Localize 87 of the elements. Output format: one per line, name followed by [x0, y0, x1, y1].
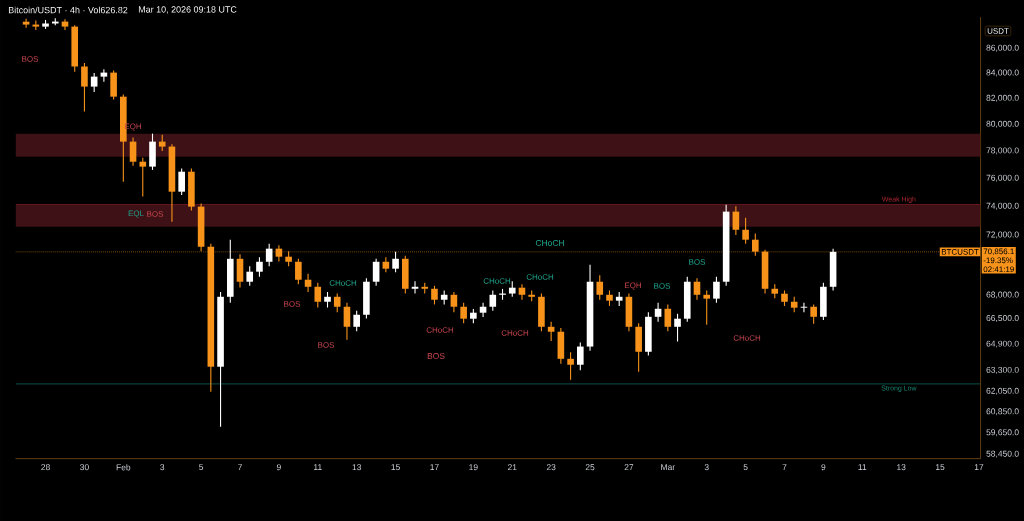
x-tick-label: 3: [704, 464, 709, 471]
x-tick-label: 15: [935, 464, 945, 471]
candlestick: [489, 289, 497, 312]
candlestick: [713, 276, 720, 304]
candlestick: [606, 289, 613, 307]
candlestick: [324, 291, 331, 309]
candlestick: [528, 289, 535, 302]
candlestick: [683, 276, 691, 323]
candlestick: [431, 285, 438, 305]
x-tick-label: 28: [41, 464, 50, 471]
annotation: CHoCH: [535, 240, 564, 246]
candlestick: [392, 251, 399, 273]
x-tick-label: 9: [821, 464, 826, 471]
chart-subtitle: Mar 10, 2026 09:18 UTC: [138, 6, 237, 14]
candlestick: [178, 168, 185, 196]
candlestick: [226, 239, 234, 304]
candlestick: [421, 282, 429, 295]
candlestick: [742, 217, 749, 245]
candlestick: [567, 351, 574, 381]
y-tick-label: 64,900.0: [986, 340, 1019, 348]
x-tick-label: 11: [858, 464, 867, 470]
y-tick-label: 82,000.0: [986, 94, 1019, 102]
candlestick: [188, 168, 195, 212]
candlestick: [771, 283, 779, 299]
candlestick: [460, 302, 467, 324]
y-tick-label: 78,000.0: [986, 147, 1019, 155]
candlestick: [139, 157, 147, 198]
candlestick: [353, 310, 360, 332]
x-tick-label: 7: [782, 464, 787, 470]
candlestick: [314, 282, 322, 309]
y-tick-label: 76,000.0: [986, 174, 1019, 182]
x-tick-label: 30: [80, 464, 89, 471]
x-tick-label: 25: [585, 464, 595, 471]
x-tick-label: 17: [430, 464, 439, 470]
candlestick: [363, 277, 370, 320]
candlestick: [810, 303, 817, 325]
candlestick: [615, 291, 623, 307]
x-tick-label: 23: [546, 464, 556, 471]
y-tick-label: 68,000.0: [986, 291, 1019, 299]
y-tick-label: 84,000.0: [986, 69, 1019, 77]
x-tick-label: 21: [507, 464, 517, 471]
candlestick: [781, 289, 788, 307]
chart-title: Bitcoin/USDT · 4h · Vol626.82: [8, 6, 128, 14]
candlestick: [596, 274, 604, 301]
x-tick-label: 19: [469, 464, 478, 471]
x-tick-label: Feb: [116, 464, 131, 471]
candlestick: [635, 322, 642, 373]
candlestick: [217, 291, 224, 428]
candlestick: [703, 289, 711, 326]
candlestick: [645, 311, 652, 357]
candlestick: [538, 292, 545, 332]
x-tick-label: 5: [199, 464, 204, 471]
candlestick: [71, 24, 79, 73]
y-tick-label: 86,000.0: [986, 44, 1019, 52]
candlestick: [246, 265, 254, 287]
y-tick-label: 63,300.0: [986, 366, 1019, 374]
candlestick: [508, 280, 516, 298]
candlestick: [577, 341, 584, 371]
x-tick-label: 27: [624, 464, 634, 471]
x-tick-label: 13: [352, 464, 362, 471]
annotation: BOS: [427, 352, 445, 359]
y-tick-label: 74,000.0: [986, 202, 1019, 210]
x-tick-label: 11: [314, 464, 322, 470]
x-tick-label: 17: [974, 464, 984, 470]
x-tick-label: 15: [391, 464, 400, 471]
x-tick-label: 3: [160, 464, 165, 471]
candlestick: [333, 292, 341, 313]
candlestick: [81, 62, 88, 113]
y-tick-label: 60,850.0: [986, 408, 1019, 416]
y-tick-label: 59,650.0: [986, 429, 1019, 437]
x-tick-label: 13: [897, 464, 906, 471]
candlestick: [820, 282, 827, 321]
candlestick: [295, 258, 302, 285]
y-tick-label: 66,500.0: [986, 315, 1019, 323]
candlestick: [149, 133, 156, 171]
x-tick-label: 5: [743, 464, 748, 471]
y-tick-label: 62,050.0: [986, 387, 1019, 395]
candlestick: [42, 19, 49, 30]
y-tick-label: 58,450.0: [986, 450, 1019, 458]
candlestick: [110, 69, 117, 101]
y-tick-label: 80,000.0: [986, 120, 1019, 128]
x-tick-label: 9: [276, 464, 281, 471]
candlestick: [401, 255, 409, 295]
x-tick-label: Mar: [661, 464, 675, 471]
y-tick-label: 72,000.0: [986, 231, 1019, 239]
candlestick: [256, 256, 263, 278]
x-tick-label: 7: [238, 464, 242, 470]
